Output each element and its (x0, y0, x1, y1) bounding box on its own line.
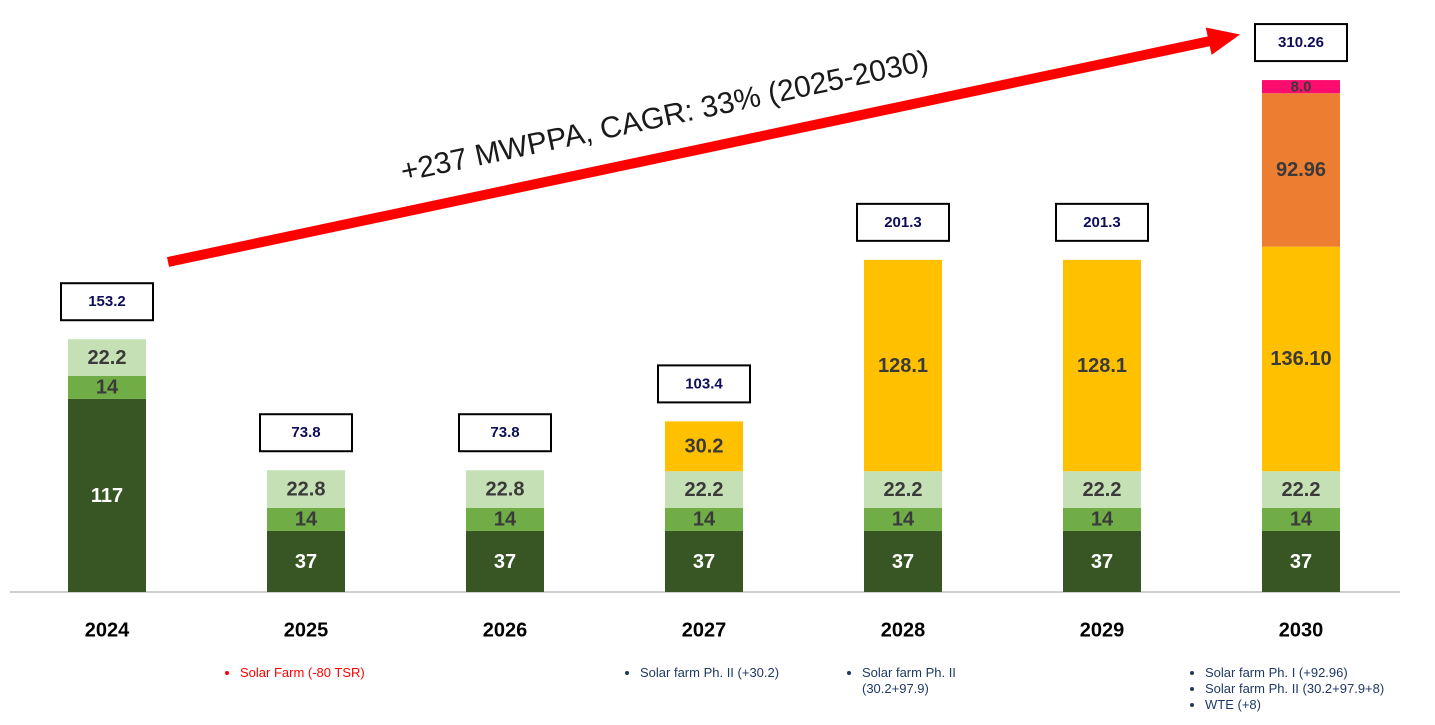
segment-label: 92.96 (1276, 159, 1326, 181)
bar-segment (665, 507, 743, 531)
bar-segment (665, 530, 743, 592)
total-label: 73.8 (490, 424, 519, 441)
segment-label: 14 (693, 509, 716, 531)
segment-label: 14 (96, 377, 119, 399)
total-box (1254, 23, 1348, 63)
note: Solar farm Ph. I (+92.96) (1205, 665, 1435, 681)
bar-segment (1262, 507, 1340, 531)
segment-label: 128.1 (878, 355, 928, 377)
segment-label: 30.2 (685, 436, 724, 458)
segment-label: 22.2 (88, 347, 127, 369)
segment-label: 14 (892, 509, 915, 531)
bar-segment (864, 507, 942, 531)
segment-label: 14 (1290, 509, 1313, 531)
segment-label: 117 (91, 485, 123, 507)
bar-segment (1063, 507, 1141, 531)
note: Solar Farm (-80 TSR) (240, 665, 460, 681)
x-tick-label: 2024 (85, 619, 130, 641)
total-label: 153.2 (88, 293, 126, 310)
segment-label: 14 (494, 509, 517, 531)
bar-segment (864, 471, 942, 508)
notes: Solar Farm (-80 TSR) (220, 665, 460, 681)
note: WTE (+8) (1205, 697, 1435, 713)
bar-segment (68, 375, 146, 399)
segment-label: 37 (295, 551, 317, 573)
segment-label: 37 (892, 551, 914, 573)
bar-segment (665, 421, 743, 472)
bar-segment (1262, 471, 1340, 508)
note: Solar farm Ph. II (+30.2) (640, 665, 780, 681)
segment-label: 8.0 (1291, 79, 1312, 96)
segment-label: 37 (1091, 551, 1113, 573)
bar-segment (1063, 259, 1141, 472)
total-label: 103.4 (685, 375, 723, 392)
total-label: 201.3 (884, 214, 922, 231)
x-tick-label: 2027 (682, 619, 727, 641)
total-box (1055, 202, 1149, 242)
bar-segment (1262, 246, 1340, 472)
total-box (657, 364, 751, 404)
bar-segment (1262, 80, 1340, 94)
total-box (259, 413, 353, 453)
total-label: 73.8 (291, 424, 320, 441)
total-box (458, 413, 552, 453)
segment-label: 22.8 (287, 478, 326, 500)
segment-label: 37 (693, 551, 715, 573)
x-tick-label: 2026 (483, 619, 528, 641)
x-tick-label: 2025 (284, 619, 329, 641)
bar-segment (267, 530, 345, 592)
bar-segment (1063, 530, 1141, 592)
bar-segment (267, 507, 345, 531)
notes: Solar farm Ph. I (+92.96)Solar farm Ph. … (1185, 665, 1435, 713)
segment-label: 37 (494, 551, 516, 573)
total-box (856, 202, 950, 242)
segment-label: 37 (1290, 551, 1312, 573)
bar-segment (1262, 93, 1340, 247)
notes: Solar farm Ph. II (+30.2) (620, 665, 780, 681)
bar-segment (68, 398, 146, 592)
bar-segment (466, 470, 544, 508)
note: Solar farm Ph. II (30.2+97.9) (862, 665, 1022, 697)
arrow-head (1205, 27, 1240, 55)
segment-label: 22.2 (1282, 479, 1321, 501)
segment-label: 128.1 (1077, 355, 1127, 377)
trend-arrow (166, 35, 1217, 267)
bar-segment (864, 259, 942, 472)
segment-label: 22.2 (1083, 479, 1122, 501)
segment-label: 14 (1091, 509, 1114, 531)
bar-segment (1063, 471, 1141, 508)
notes: Solar farm Ph. II (30.2+97.9) (842, 665, 1022, 697)
x-tick-label: 2028 (881, 619, 926, 641)
bar-segment (864, 530, 942, 592)
bar-segment (267, 470, 345, 508)
segment-label: 22.2 (685, 479, 724, 501)
segment-label: 14 (295, 509, 318, 531)
total-label: 201.3 (1083, 214, 1121, 231)
x-tick-label: 2030 (1279, 619, 1324, 641)
total-label: 310.26 (1278, 34, 1324, 51)
bar-segment (665, 471, 743, 508)
bar-segment (466, 507, 544, 531)
segment-label: 22.2 (884, 479, 923, 501)
total-box (60, 282, 154, 322)
bar-segment (466, 530, 544, 592)
segment-label: 22.8 (486, 478, 525, 500)
bar-segment (68, 339, 146, 376)
x-tick-label: 2029 (1080, 619, 1125, 641)
bar-segment (1262, 530, 1340, 592)
segment-label: 136.10 (1270, 348, 1331, 370)
note: Solar farm Ph. II (30.2+97.9+8) (1205, 681, 1435, 697)
